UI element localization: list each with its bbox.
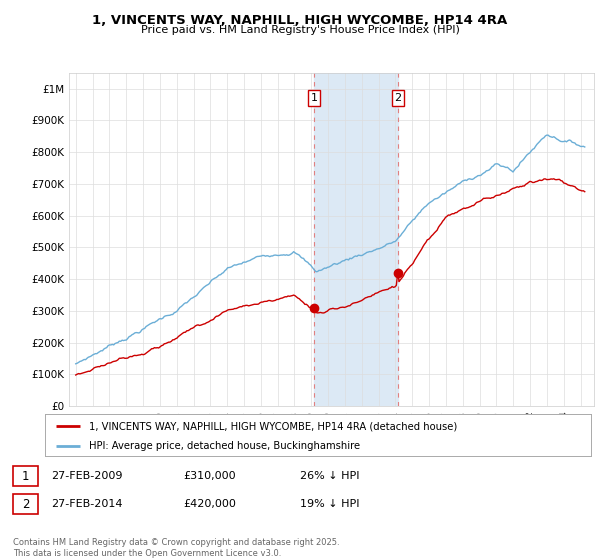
Text: 2: 2 — [394, 93, 401, 103]
Text: £420,000: £420,000 — [183, 499, 236, 509]
Text: 26% ↓ HPI: 26% ↓ HPI — [300, 471, 359, 481]
Text: 2: 2 — [22, 497, 29, 511]
Text: 1, VINCENTS WAY, NAPHILL, HIGH WYCOMBE, HP14 4RA (detached house): 1, VINCENTS WAY, NAPHILL, HIGH WYCOMBE, … — [89, 421, 457, 431]
Bar — [314, 73, 398, 406]
Text: HPI: Average price, detached house, Buckinghamshire: HPI: Average price, detached house, Buck… — [89, 441, 360, 451]
Text: 1, VINCENTS WAY, NAPHILL, HIGH WYCOMBE, HP14 4RA: 1, VINCENTS WAY, NAPHILL, HIGH WYCOMBE, … — [92, 14, 508, 27]
Text: 27-FEB-2014: 27-FEB-2014 — [51, 499, 122, 509]
Text: 1: 1 — [310, 93, 317, 103]
Text: 27-FEB-2009: 27-FEB-2009 — [51, 471, 122, 481]
Text: 1: 1 — [22, 469, 29, 483]
Text: Price paid vs. HM Land Registry's House Price Index (HPI): Price paid vs. HM Land Registry's House … — [140, 25, 460, 35]
Text: Contains HM Land Registry data © Crown copyright and database right 2025.
This d: Contains HM Land Registry data © Crown c… — [13, 538, 340, 558]
Text: 19% ↓ HPI: 19% ↓ HPI — [300, 499, 359, 509]
Text: £310,000: £310,000 — [183, 471, 236, 481]
